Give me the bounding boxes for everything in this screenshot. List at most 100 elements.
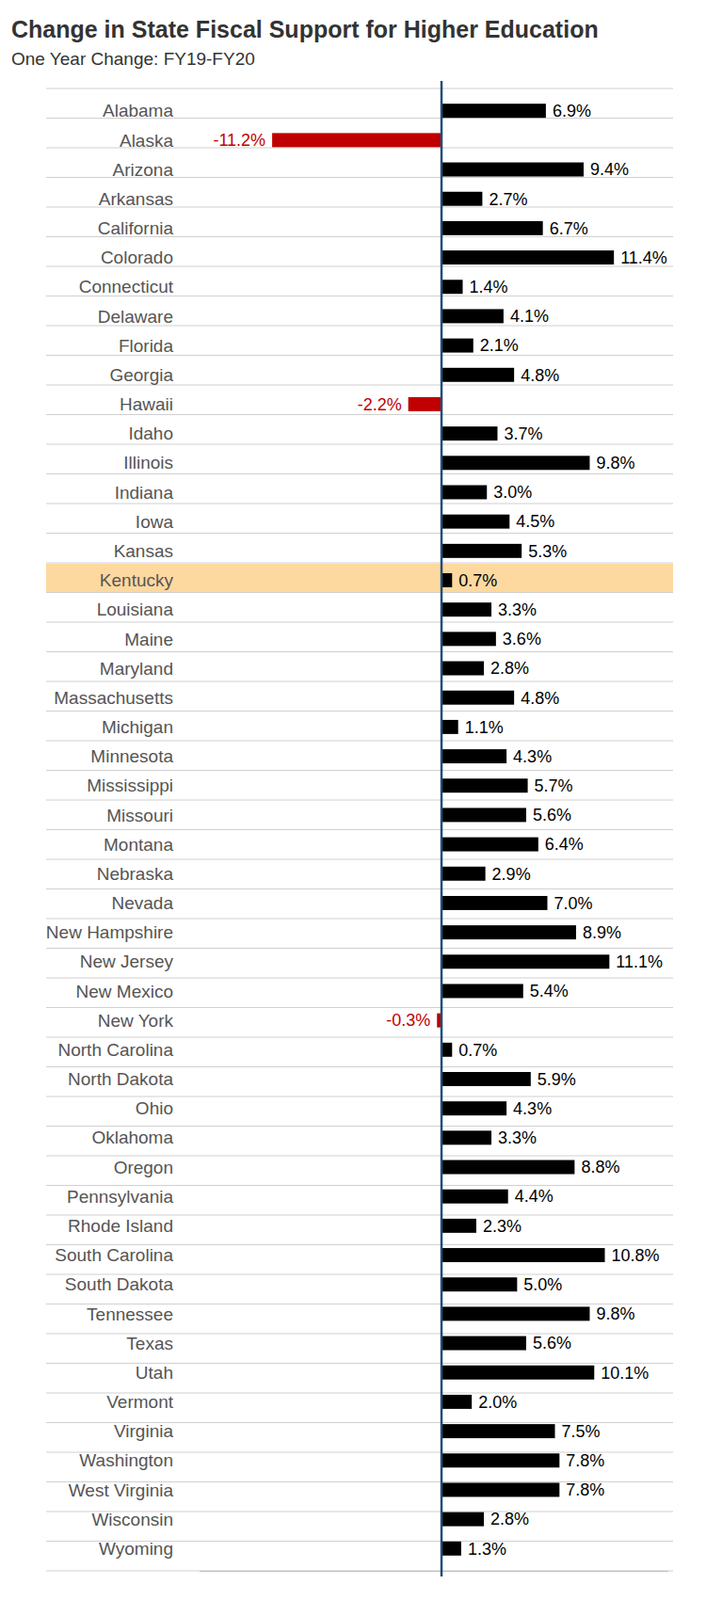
data-label: 3.3% xyxy=(497,1128,537,1148)
category-label: New York xyxy=(97,1010,175,1031)
bar xyxy=(441,1336,527,1351)
row-separator xyxy=(46,473,674,475)
bar xyxy=(441,1512,484,1527)
bar xyxy=(441,279,463,294)
category-label: Pennsylvania xyxy=(66,1187,174,1207)
data-label: 3.6% xyxy=(502,629,542,649)
bar xyxy=(441,103,546,118)
row-separator xyxy=(46,859,674,861)
data-label: 2.8% xyxy=(490,1509,530,1529)
row-separator xyxy=(46,532,674,534)
bar xyxy=(441,778,529,793)
data-label: 2.1% xyxy=(480,336,519,355)
data-label: -2.2% xyxy=(357,395,402,415)
bar xyxy=(441,1306,590,1321)
data-label: 3.3% xyxy=(497,600,537,620)
data-label: 5.7% xyxy=(534,776,574,796)
data-label: 1.3% xyxy=(467,1540,507,1559)
data-labels: 6.9%-11.2%9.4%2.7%6.7%11.4%1.4%4.1%2.1%4… xyxy=(212,101,667,1559)
title: Change in State Fiscal Support for Highe… xyxy=(11,16,599,43)
category-label: California xyxy=(97,218,175,239)
bar xyxy=(272,132,442,147)
bar xyxy=(441,1541,462,1557)
data-label: -11.2% xyxy=(212,130,266,150)
row-separator xyxy=(46,622,674,624)
bar xyxy=(441,514,510,530)
data-label: 11.1% xyxy=(615,952,663,972)
row-separator xyxy=(46,770,674,771)
data-label: 5.6% xyxy=(532,805,572,825)
data-label: 7.8% xyxy=(565,1451,605,1471)
data-label: 5.9% xyxy=(537,1070,577,1090)
bar xyxy=(441,308,504,323)
row-separator xyxy=(46,1125,674,1127)
data-label: 2.3% xyxy=(482,1217,522,1236)
chart: Change in State Fiscal Support for Highe… xyxy=(0,0,706,1600)
category-label: Florida xyxy=(118,336,175,356)
bar xyxy=(441,1189,509,1204)
data-label: 4.8% xyxy=(520,366,560,386)
bar xyxy=(441,1453,560,1468)
row-separator xyxy=(46,503,674,505)
data-label: 9.4% xyxy=(590,160,629,179)
data-label: 5.6% xyxy=(532,1333,572,1353)
row-separator xyxy=(46,1096,674,1098)
category-label: Virginia xyxy=(113,1421,174,1442)
category-label: North Carolina xyxy=(58,1040,175,1060)
bars xyxy=(272,103,614,1557)
bar xyxy=(441,1130,492,1145)
row-separator xyxy=(46,681,674,683)
bar xyxy=(441,368,514,383)
category-label: New Mexico xyxy=(76,981,174,1002)
row-separators xyxy=(46,88,674,1572)
category-label: Nebraska xyxy=(96,864,175,884)
bar xyxy=(441,1072,531,1087)
data-label: 8.9% xyxy=(582,923,622,943)
bar xyxy=(441,896,547,911)
data-label: 4.5% xyxy=(515,512,555,531)
category-label: New Hampshire xyxy=(46,922,174,943)
category-label: Maryland xyxy=(99,658,174,679)
row-separator xyxy=(46,918,674,920)
bar xyxy=(441,484,487,499)
data-label: 7.5% xyxy=(561,1422,601,1442)
row-highlight xyxy=(46,563,674,594)
bar xyxy=(441,749,507,764)
bar xyxy=(441,221,544,236)
category-label: Oregon xyxy=(113,1157,174,1178)
bar xyxy=(441,1219,477,1234)
data-label: 4.8% xyxy=(520,689,560,708)
category-label: Massachusetts xyxy=(53,688,174,708)
data-label: 6.9% xyxy=(552,101,592,121)
data-label: 2.9% xyxy=(492,865,531,884)
zero-line xyxy=(440,80,444,1577)
row-separator xyxy=(46,1066,674,1068)
data-label: 10.1% xyxy=(600,1363,649,1383)
category-label: Kansas xyxy=(113,541,174,562)
x-axis-domain xyxy=(199,1571,669,1573)
category-label: New Jersey xyxy=(80,951,175,972)
category-label: South Dakota xyxy=(64,1274,175,1295)
y-tick-labels: AlabamaAlaskaArizonaArkansasCaliforniaCo… xyxy=(46,100,175,1559)
bar xyxy=(441,602,492,617)
bar xyxy=(441,1277,517,1292)
row-separator xyxy=(46,1037,674,1039)
row-separator xyxy=(46,800,674,802)
row-separator xyxy=(46,1571,674,1573)
category-label: Delaware xyxy=(97,306,174,327)
category-label: Colorado xyxy=(100,247,174,268)
bar xyxy=(441,250,614,265)
row-separator xyxy=(46,978,674,979)
category-label: Minnesota xyxy=(90,746,174,767)
data-label: 5.4% xyxy=(529,981,569,1001)
data-label: 4.4% xyxy=(514,1187,554,1206)
x-ticks xyxy=(441,80,443,1577)
category-label: Wisconsin xyxy=(91,1509,174,1530)
data-label: 10.8% xyxy=(611,1246,660,1266)
bar xyxy=(441,573,452,588)
data-label: 11.4% xyxy=(620,248,668,268)
data-label: -0.3% xyxy=(385,1010,431,1030)
row-separator xyxy=(46,1007,674,1009)
data-label: 9.8% xyxy=(595,453,635,473)
row-separator xyxy=(46,888,674,890)
